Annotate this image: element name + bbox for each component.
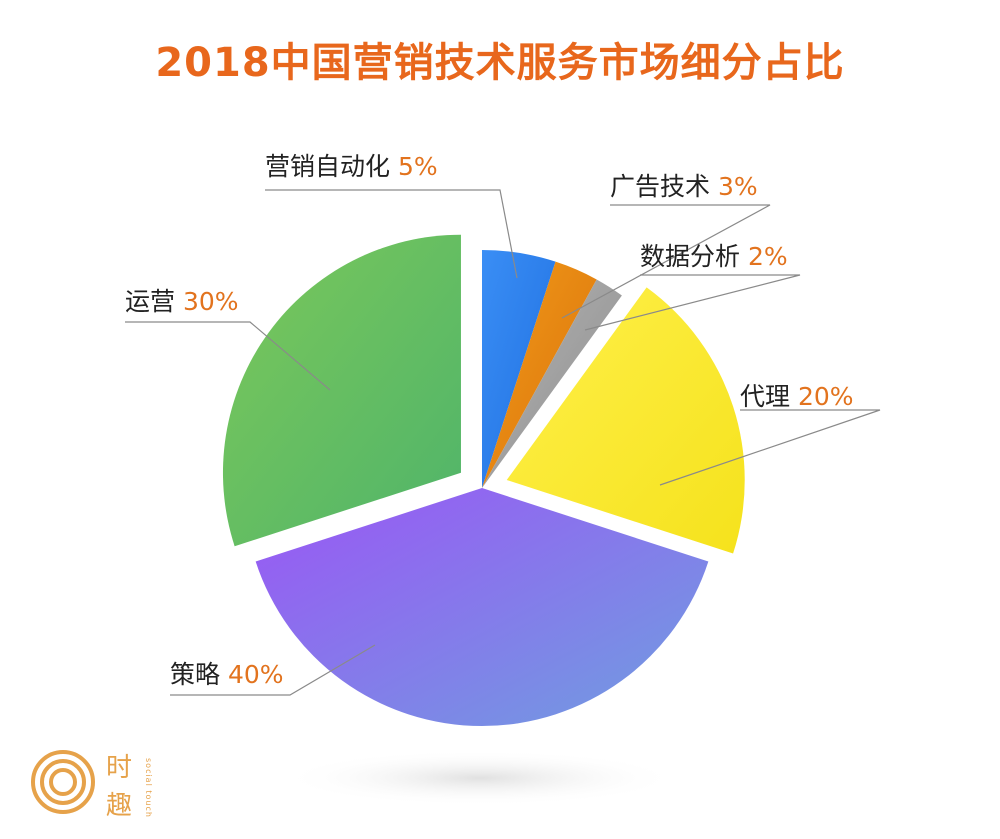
logo-char-1: 时	[106, 753, 132, 783]
slice-label-name-4: 代理	[740, 382, 798, 411]
slice-label-3: 数据分析 2%	[640, 242, 788, 271]
slice-label-4: 代理 20%	[740, 382, 854, 411]
leader-line-4	[659, 409, 881, 486]
logo-small-text: social touch	[144, 758, 153, 818]
pie-slice-4	[506, 287, 745, 554]
pie-shadow	[280, 750, 680, 806]
slice-label-value-6: 30%	[183, 287, 239, 316]
pie-slice-1	[482, 250, 556, 488]
slice-label-1: 营销自动化 5%	[265, 152, 438, 181]
slice-label-name-2: 广告技术	[610, 172, 718, 201]
pie-slice-6	[222, 234, 461, 547]
logo-char-2: 趣	[106, 791, 132, 821]
slice-label-2: 广告技术 3%	[610, 172, 758, 201]
leader-line-3	[584, 274, 801, 331]
leader-line-5	[170, 644, 376, 696]
slice-label-name-6: 运营	[125, 287, 183, 316]
logo-swirl-icon	[31, 750, 95, 814]
slice-labels: 营销自动化 5% 广告技术 3% 数据分析 2% 代理 20% 策略 40% 运营 30%	[125, 152, 854, 689]
slice-label-value-1: 5%	[398, 152, 438, 181]
chart-title: 2018中国营销技术服务市场细分占比	[155, 40, 845, 86]
pie-slice-5	[255, 488, 709, 726]
slice-label-value-3: 2%	[748, 242, 788, 271]
pie-slice-2	[482, 261, 597, 488]
leader-line-2	[561, 204, 771, 319]
slice-label-6: 运营 30%	[125, 287, 239, 316]
pie-slice-3	[482, 279, 622, 488]
slice-label-name-5: 策略	[170, 660, 228, 689]
leader-line-6	[125, 321, 331, 391]
slice-label-value-5: 40%	[228, 660, 284, 689]
brand-logo: 时 趣 social touch	[31, 750, 153, 821]
pie-slices	[222, 234, 745, 726]
slice-label-value-2: 3%	[718, 172, 758, 201]
leader-lines	[125, 189, 881, 696]
slice-label-name-3: 数据分析	[640, 242, 748, 271]
slice-label-value-4: 20%	[798, 382, 854, 411]
slice-label-name-1: 营销自动化	[265, 152, 398, 181]
leader-line-1	[265, 189, 518, 279]
slice-label-5: 策略 40%	[170, 660, 284, 689]
